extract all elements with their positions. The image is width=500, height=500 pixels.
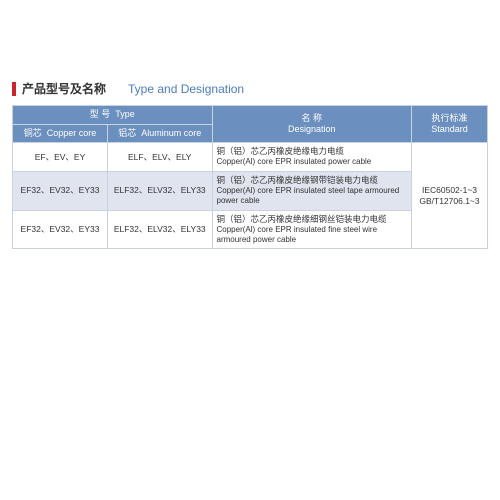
cell-standard: IEC60502-1~3 GB/T12706.1~3 xyxy=(412,143,488,249)
header-aluminum-cn: 铝芯 xyxy=(118,128,136,138)
desig-cn: 铜（铝）芯乙丙橡皮绝缘钢带铠装电力电缆 xyxy=(217,175,408,186)
cell-copper: EF、EV、EY xyxy=(13,143,108,171)
cell-designation: 铜（铝）芯乙丙橡皮绝缘细钢丝铠装电力电缆 Copper(Al) core EPR… xyxy=(212,210,412,249)
header-copper: 铜芯 Copper core xyxy=(13,124,108,143)
header-aluminum: 铝芯 Aluminum core xyxy=(108,124,213,143)
cell-copper: EF32、EV32、EY33 xyxy=(13,210,108,249)
table-row: EF、EV、EY ELF、ELV、ELY 铜（铝）芯乙丙橡皮绝缘电力电缆 Cop… xyxy=(13,143,488,171)
standard-line1: IEC60502-1~3 xyxy=(422,185,477,195)
header-copper-cn: 铜芯 xyxy=(24,128,42,138)
header-standard-cn: 执行标准 xyxy=(431,113,467,123)
header-type-en: Type xyxy=(115,109,135,119)
header-designation: 名 称 Designation xyxy=(212,106,412,143)
cell-aluminum: ELF32、ELV32、ELY33 xyxy=(108,171,213,210)
desig-en: Copper(Al) core EPR insulated steel tape… xyxy=(217,186,408,207)
header-aluminum-en: Aluminum core xyxy=(141,128,201,138)
header-copper-en: Copper core xyxy=(47,128,97,138)
accent-bar xyxy=(12,82,16,96)
desig-cn: 铜（铝）芯乙丙橡皮绝缘电力电缆 xyxy=(217,146,408,157)
cell-aluminum: ELF、ELV、ELY xyxy=(108,143,213,171)
header-designation-en: Designation xyxy=(288,124,336,134)
cell-copper: EF32、EV32、EY33 xyxy=(13,171,108,210)
cell-designation: 铜（铝）芯乙丙橡皮绝缘钢带铠装电力电缆 Copper(Al) core EPR … xyxy=(212,171,412,210)
desig-en: Copper(Al) core EPR insulated power cabl… xyxy=(217,157,408,167)
header-row-1: 型 号 Type 名 称 Designation 执行标准 Standard xyxy=(13,106,488,125)
header-type-cn: 型 号 xyxy=(90,109,111,119)
header-designation-cn: 名 称 xyxy=(301,113,322,123)
title-cn: 产品型号及名称 xyxy=(22,80,106,97)
header-type: 型 号 Type xyxy=(13,106,213,125)
cell-aluminum: ELF32、ELV32、ELY33 xyxy=(108,210,213,249)
header-standard: 执行标准 Standard xyxy=(412,106,488,143)
standard-line2: GB/T12706.1~3 xyxy=(419,196,479,206)
section-title: 产品型号及名称 Type and Designation xyxy=(12,80,488,97)
cell-designation: 铜（铝）芯乙丙橡皮绝缘电力电缆 Copper(Al) core EPR insu… xyxy=(212,143,412,171)
desig-en: Copper(Al) core EPR insulated fine steel… xyxy=(217,225,408,246)
desig-cn: 铜（铝）芯乙丙橡皮绝缘细钢丝铠装电力电缆 xyxy=(217,214,408,225)
header-standard-en: Standard xyxy=(431,124,468,134)
title-en: Type and Designation xyxy=(128,82,244,96)
designation-table: 型 号 Type 名 称 Designation 执行标准 Standard 铜… xyxy=(12,105,488,249)
